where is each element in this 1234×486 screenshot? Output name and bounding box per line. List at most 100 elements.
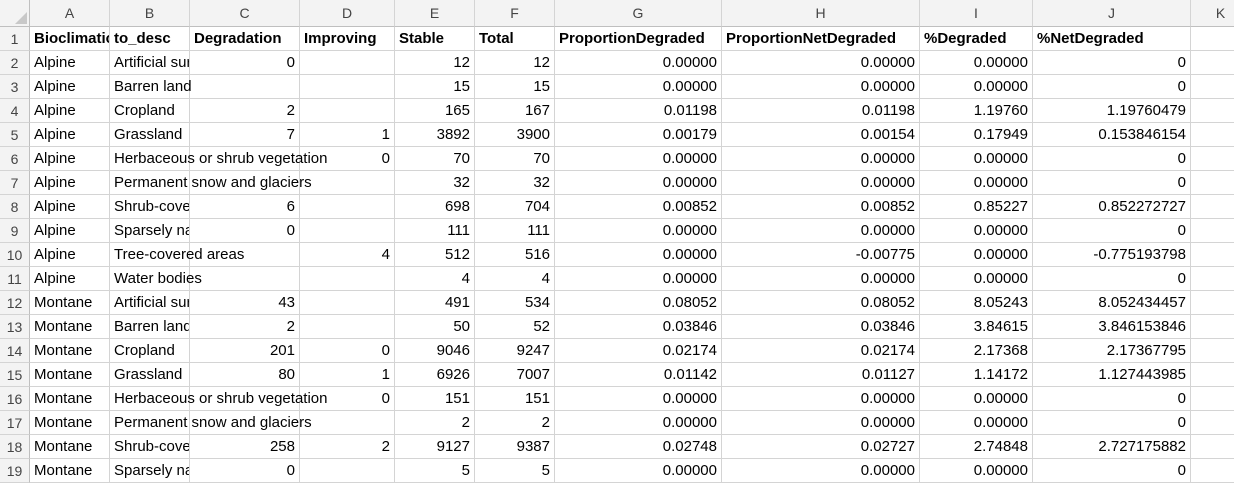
cell-f10[interactable]: 516 xyxy=(475,243,555,267)
cell-d17[interactable] xyxy=(300,411,395,435)
row-header-9[interactable]: 9 xyxy=(0,219,30,243)
cell-c14[interactable]: 201 xyxy=(190,339,300,363)
cell-i15[interactable]: 1.14172 xyxy=(920,363,1033,387)
cell-i18[interactable]: 2.74848 xyxy=(920,435,1033,459)
cell-f13[interactable]: 52 xyxy=(475,315,555,339)
cell-b6[interactable]: Herbaceous or shrub vegetation xyxy=(110,147,327,171)
cell-f18[interactable]: 9387 xyxy=(475,435,555,459)
cell-g2[interactable]: 0.00000 xyxy=(555,51,722,75)
cell-f15[interactable]: 7007 xyxy=(475,363,555,387)
cell-d11[interactable] xyxy=(300,267,395,291)
cell-g11[interactable]: 0.00000 xyxy=(555,267,722,291)
cell-b13[interactable]: Barren land xyxy=(110,315,190,339)
cell-e9[interactable]: 111 xyxy=(395,219,475,243)
column-header-b[interactable]: B xyxy=(110,0,190,27)
cell-k1[interactable] xyxy=(1191,27,1234,51)
row-header-12[interactable]: 12 xyxy=(0,291,30,315)
cell-f11[interactable]: 4 xyxy=(475,267,555,291)
cell-a7[interactable]: Alpine xyxy=(30,171,110,195)
cell-d8[interactable] xyxy=(300,195,395,219)
cell-f1[interactable]: Total xyxy=(475,27,555,51)
cell-h10[interactable]: -0.00775 xyxy=(722,243,920,267)
cell-d4[interactable] xyxy=(300,99,395,123)
cell-k2[interactable] xyxy=(1191,51,1234,75)
cell-c10[interactable] xyxy=(190,243,300,267)
cell-f3[interactable]: 15 xyxy=(475,75,555,99)
cell-j14[interactable]: 2.17367795 xyxy=(1033,339,1191,363)
cell-h15[interactable]: 0.01127 xyxy=(722,363,920,387)
cell-c13[interactable]: 2 xyxy=(190,315,300,339)
cell-c12[interactable]: 43 xyxy=(190,291,300,315)
cell-f9[interactable]: 111 xyxy=(475,219,555,243)
cell-c6[interactable] xyxy=(190,147,300,171)
cell-j12[interactable]: 8.052434457 xyxy=(1033,291,1191,315)
cell-f8[interactable]: 704 xyxy=(475,195,555,219)
cell-j3[interactable]: 0 xyxy=(1033,75,1191,99)
cell-d2[interactable] xyxy=(300,51,395,75)
cell-j5[interactable]: 0.153846154 xyxy=(1033,123,1191,147)
row-header-16[interactable]: 16 xyxy=(0,387,30,411)
cell-i1[interactable]: %Degraded xyxy=(920,27,1033,51)
column-header-d[interactable]: D xyxy=(300,0,395,27)
cell-a11[interactable]: Alpine xyxy=(30,267,110,291)
cell-b14[interactable]: Cropland xyxy=(110,339,190,363)
cell-i3[interactable]: 0.00000 xyxy=(920,75,1033,99)
cell-j9[interactable]: 0 xyxy=(1033,219,1191,243)
row-header-14[interactable]: 14 xyxy=(0,339,30,363)
cell-e7[interactable]: 32 xyxy=(395,171,475,195)
cell-g4[interactable]: 0.01198 xyxy=(555,99,722,123)
cell-j13[interactable]: 3.846153846 xyxy=(1033,315,1191,339)
cell-f12[interactable]: 534 xyxy=(475,291,555,315)
cell-c19[interactable]: 0 xyxy=(190,459,300,483)
cell-e12[interactable]: 491 xyxy=(395,291,475,315)
row-header-8[interactable]: 8 xyxy=(0,195,30,219)
cell-h4[interactable]: 0.01198 xyxy=(722,99,920,123)
cell-i6[interactable]: 0.00000 xyxy=(920,147,1033,171)
cell-j4[interactable]: 1.19760479 xyxy=(1033,99,1191,123)
cell-g13[interactable]: 0.03846 xyxy=(555,315,722,339)
cell-e10[interactable]: 512 xyxy=(395,243,475,267)
cell-b12[interactable]: Artificial surfaces xyxy=(110,291,190,315)
cell-i2[interactable]: 0.00000 xyxy=(920,51,1033,75)
cell-k13[interactable] xyxy=(1191,315,1234,339)
cell-b19[interactable]: Sparsely natural vegetated areas xyxy=(110,459,190,483)
cell-d18[interactable]: 2 xyxy=(300,435,395,459)
cell-g8[interactable]: 0.00852 xyxy=(555,195,722,219)
cell-d14[interactable]: 0 xyxy=(300,339,395,363)
cell-a3[interactable]: Alpine xyxy=(30,75,110,99)
cell-f7[interactable]: 32 xyxy=(475,171,555,195)
cell-j19[interactable]: 0 xyxy=(1033,459,1191,483)
row-header-1[interactable]: 1 xyxy=(0,27,30,51)
row-header-3[interactable]: 3 xyxy=(0,75,30,99)
cell-d3[interactable] xyxy=(300,75,395,99)
cell-i10[interactable]: 0.00000 xyxy=(920,243,1033,267)
cell-f19[interactable]: 5 xyxy=(475,459,555,483)
column-header-k[interactable]: K xyxy=(1191,0,1234,27)
cell-i8[interactable]: 0.85227 xyxy=(920,195,1033,219)
cell-k17[interactable] xyxy=(1191,411,1234,435)
column-header-h[interactable]: H xyxy=(722,0,920,27)
cell-e15[interactable]: 6926 xyxy=(395,363,475,387)
cell-h8[interactable]: 0.00852 xyxy=(722,195,920,219)
cell-i12[interactable]: 8.05243 xyxy=(920,291,1033,315)
cell-h19[interactable]: 0.00000 xyxy=(722,459,920,483)
cell-i13[interactable]: 3.84615 xyxy=(920,315,1033,339)
cell-h7[interactable]: 0.00000 xyxy=(722,171,920,195)
cell-i14[interactable]: 2.17368 xyxy=(920,339,1033,363)
cell-d12[interactable] xyxy=(300,291,395,315)
cell-d6[interactable]: 0 xyxy=(300,147,395,171)
cell-d15[interactable]: 1 xyxy=(300,363,395,387)
cell-h5[interactable]: 0.00154 xyxy=(722,123,920,147)
cell-e6[interactable]: 70 xyxy=(395,147,475,171)
cell-k15[interactable] xyxy=(1191,363,1234,387)
cell-d1[interactable]: Improving xyxy=(300,27,395,51)
cell-k6[interactable] xyxy=(1191,147,1234,171)
cell-h2[interactable]: 0.00000 xyxy=(722,51,920,75)
cell-d13[interactable] xyxy=(300,315,395,339)
cell-a13[interactable]: Montane xyxy=(30,315,110,339)
cell-h18[interactable]: 0.02727 xyxy=(722,435,920,459)
cell-a14[interactable]: Montane xyxy=(30,339,110,363)
cell-a1[interactable]: Bioclimatic xyxy=(30,27,110,51)
cell-g19[interactable]: 0.00000 xyxy=(555,459,722,483)
